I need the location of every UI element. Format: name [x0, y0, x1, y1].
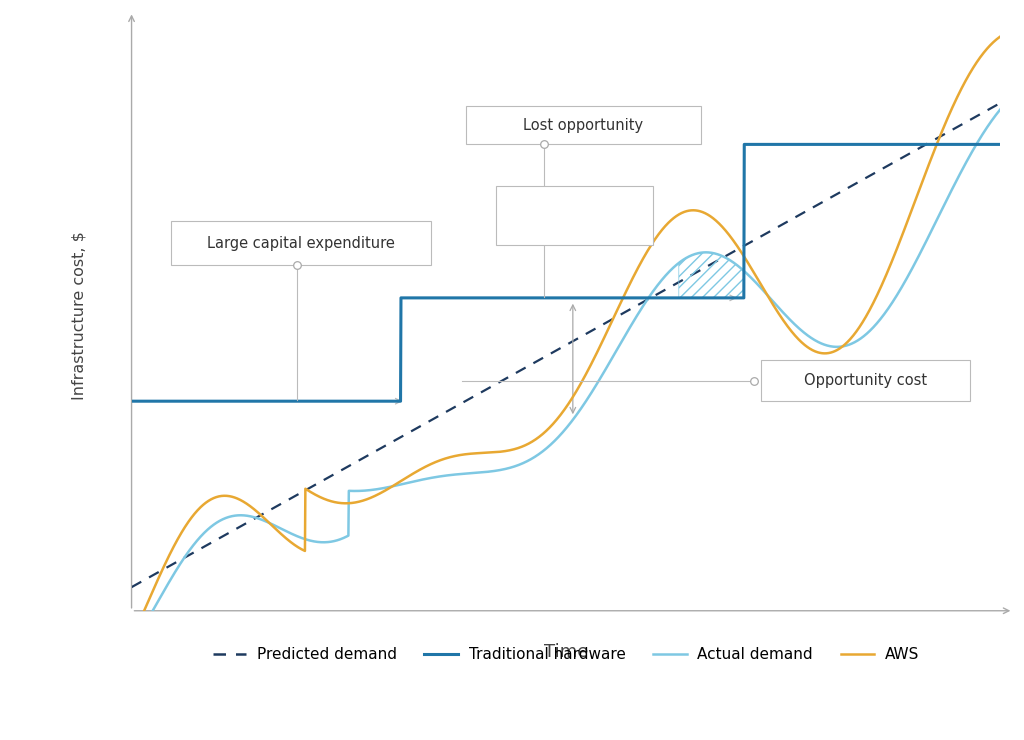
- Bar: [466, 106, 700, 144]
- Text: Opportunity cost: Opportunity cost: [804, 373, 927, 388]
- Text: Lost opportunity: Lost opportunity: [523, 118, 643, 132]
- Text: Infrastructure cost, $: Infrastructure cost, $: [72, 231, 87, 400]
- Bar: [171, 221, 431, 266]
- Legend: Predicted demand, Traditional hardware, Actual demand, AWS: Predicted demand, Traditional hardware, …: [207, 641, 926, 668]
- Bar: [497, 186, 652, 245]
- Bar: [761, 360, 970, 401]
- Text: Large capital expenditure: Large capital expenditure: [207, 236, 395, 251]
- Text: Time: Time: [544, 643, 588, 661]
